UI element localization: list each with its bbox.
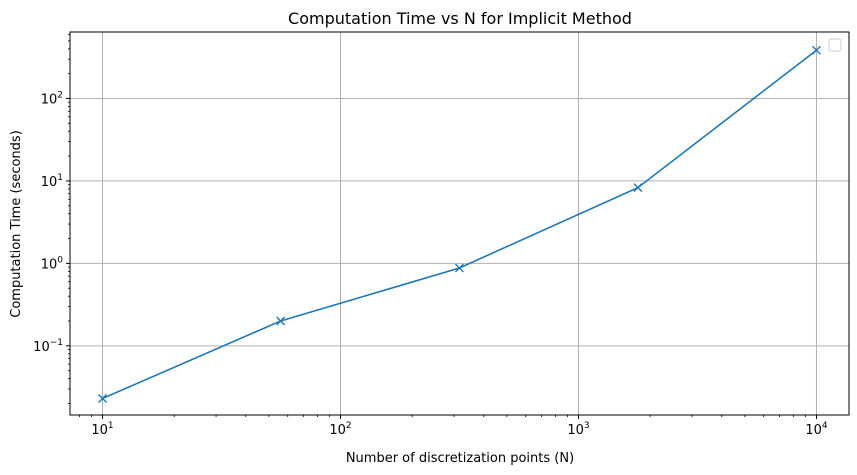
data-point-marker xyxy=(276,316,286,326)
y-tick-label: 101 xyxy=(41,173,63,190)
y-tick-label: 10−1 xyxy=(33,338,63,355)
y-axis-label: Computation Time (seconds) xyxy=(9,130,24,318)
grid xyxy=(70,32,849,415)
legend-box xyxy=(828,38,842,52)
data-point-marker xyxy=(454,263,464,273)
data-point-marker xyxy=(811,45,821,55)
major-ticks xyxy=(66,97,817,419)
x-tick-label: 102 xyxy=(329,421,351,438)
y-tick-label: 100 xyxy=(41,255,64,272)
x-tick-label: 103 xyxy=(567,421,589,438)
plot-frame xyxy=(69,31,850,416)
data-point-marker xyxy=(633,183,643,193)
chart-title: Computation Time vs N for Implicit Metho… xyxy=(288,9,632,28)
x-axis-label: Number of discretization points (N) xyxy=(346,451,574,466)
x-tick-label: 101 xyxy=(91,421,113,438)
tick-labels: 101 102 103 104 10−1 100 101 102 xyxy=(33,90,828,438)
data-point-marker xyxy=(98,393,108,403)
x-tick-label: 104 xyxy=(805,421,828,438)
y-tick-label: 102 xyxy=(41,90,63,107)
series xyxy=(98,45,821,403)
